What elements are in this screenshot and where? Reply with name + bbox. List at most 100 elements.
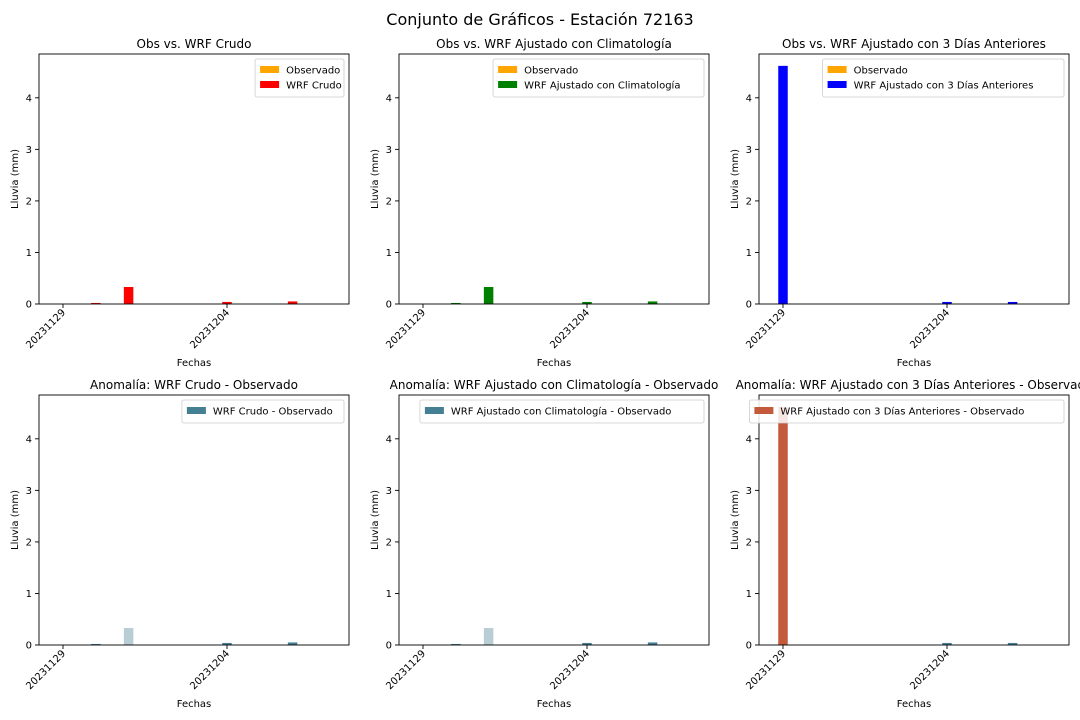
subplot-2: 0 1 2 3 4 20231129 20231204 Obs vs. WRF Ajustad… xyxy=(370,37,710,369)
subplot-title: Anomalía: WRF Ajustado con 3 Días Anteri… xyxy=(736,378,1080,392)
y-tick-label: 2 xyxy=(386,537,392,548)
bar-s1-20231206 xyxy=(287,642,298,645)
legend-label-2: WRF Ajustado con 3 Días Anteriores xyxy=(854,80,1034,92)
legend-swatch-1 xyxy=(754,407,774,414)
bar-s1-20231129 xyxy=(778,406,788,645)
bar-s1-20231204 xyxy=(942,642,952,645)
y-tick-label: 2 xyxy=(386,196,392,207)
x-tick-label: 20231204 xyxy=(548,307,592,351)
y-axis-label: Lluvia (mm) xyxy=(370,149,381,209)
axes-frame xyxy=(758,394,1070,646)
legend-box xyxy=(749,399,1065,424)
bar-s1-20231206 xyxy=(647,642,658,645)
legend-swatch-1 xyxy=(186,407,206,414)
bar-s2-20231201 xyxy=(123,286,134,304)
axes-frame xyxy=(758,53,1070,305)
bar-s2-20231204 xyxy=(942,301,952,304)
legend-label-2: WRF Crudo xyxy=(286,81,342,92)
y-tick-label: 1 xyxy=(26,589,32,600)
legend: Observado WRF Crudo xyxy=(254,58,345,98)
x-axis-label: Fechas xyxy=(177,358,212,369)
bar-s2-20231129 xyxy=(778,65,788,304)
bar-s2-20231206 xyxy=(1007,301,1018,304)
legend-label-1: WRF Ajustado con Climatología - Observad… xyxy=(451,406,672,418)
subplot-5: 0 1 2 3 4 20231129 20231204 Anomalía: WRF Ajust… xyxy=(370,378,718,710)
subplot-title: Obs vs. WRF Ajustado con Climatología xyxy=(436,37,672,51)
y-tick-label: 3 xyxy=(746,486,752,497)
bar-s2-20231206 xyxy=(287,301,298,304)
legend-swatch-2 xyxy=(260,81,280,88)
bar-s2-20231204 xyxy=(582,301,592,304)
legend-box xyxy=(419,399,705,424)
y-tick-label: 1 xyxy=(386,248,392,259)
x-axis-label: Fechas xyxy=(537,699,572,710)
y-tick-label: 2 xyxy=(26,537,32,548)
y-tick-label: 4 xyxy=(386,434,392,445)
y-tick-label: 1 xyxy=(746,248,752,259)
bar-s1-20231130 xyxy=(91,643,101,645)
y-tick-label: 2 xyxy=(746,196,752,207)
x-tick-label: 20231204 xyxy=(908,648,952,692)
subplot-title: Obs vs. WRF Ajustado con 3 Días Anterior… xyxy=(782,37,1046,51)
bar-s1-20231201 xyxy=(483,627,494,645)
subplot-6: 0 1 2 3 4 20231129 20231204 Anomalía: WRF Ajust… xyxy=(730,378,1080,710)
y-axis-label: Lluvia (mm) xyxy=(730,149,741,209)
legend: Observado WRF Ajustado con Climatología xyxy=(492,58,705,98)
y-tick-label: 2 xyxy=(26,196,32,207)
legend-label-1: WRF Crudo - Observado xyxy=(213,407,333,418)
bar-s1-20231201 xyxy=(123,627,134,645)
axes-frame xyxy=(38,53,350,305)
legend-box xyxy=(181,399,345,424)
x-tick-label: 20231204 xyxy=(548,648,592,692)
y-tick-label: 3 xyxy=(26,486,32,497)
legend: WRF Ajustado con 3 Días Anteriores - Obs… xyxy=(749,399,1065,424)
figure-title: Conjunto de Gráficos - Estación 72163 xyxy=(386,10,694,29)
legend-box xyxy=(822,58,1065,98)
legend-swatch-1 xyxy=(827,66,847,73)
y-tick-label: 4 xyxy=(746,434,752,445)
x-tick-label: 20231129 xyxy=(384,307,428,351)
axes-frame xyxy=(38,394,350,646)
x-axis-label: Fechas xyxy=(897,358,932,369)
legend-label-1: Observado xyxy=(286,66,340,77)
x-tick-label: 20231204 xyxy=(908,307,952,351)
y-tick-label: 4 xyxy=(26,93,32,104)
y-tick-label: 3 xyxy=(386,486,392,497)
subplot-title: Anomalía: WRF Ajustado con Climatología … xyxy=(390,378,719,392)
bar-s1-20231204 xyxy=(582,642,592,645)
y-tick-label: 0 xyxy=(746,300,752,311)
bar-s2-20231206 xyxy=(647,301,658,304)
subplot-4: 0 1 2 3 4 20231129 20231204 Anomalía: WRF Crudo… xyxy=(10,378,350,710)
y-axis-label: Lluvia (mm) xyxy=(370,490,381,550)
subplot-1: 0 1 2 3 4 20231129 20231204 Obs vs. WRF Crudo Fe… xyxy=(10,37,350,369)
legend-label-1: Observado xyxy=(524,66,578,77)
x-tick-label: 20231204 xyxy=(188,648,232,692)
y-tick-label: 4 xyxy=(386,93,392,104)
y-tick-label: 3 xyxy=(386,145,392,156)
bar-s2-20231130 xyxy=(91,302,101,304)
axes-frame xyxy=(398,53,710,305)
y-tick-label: 4 xyxy=(746,93,752,104)
x-axis-label: Fechas xyxy=(177,699,212,710)
legend-box xyxy=(492,58,705,98)
x-axis-label: Fechas xyxy=(537,358,572,369)
y-tick-label: 1 xyxy=(386,589,392,600)
x-tick-label: 20231129 xyxy=(744,307,788,351)
bar-s1-20231206 xyxy=(1007,642,1018,645)
legend-label-1: Observado xyxy=(854,66,908,77)
bar-s2-20231201 xyxy=(483,286,494,304)
bar-s1-20231204 xyxy=(222,642,232,645)
y-tick-label: 0 xyxy=(386,300,392,311)
y-tick-label: 3 xyxy=(26,145,32,156)
legend-swatch-2 xyxy=(827,81,847,88)
x-tick-label: 20231204 xyxy=(188,307,232,351)
x-tick-label: 20231129 xyxy=(384,648,428,692)
x-tick-label: 20231129 xyxy=(24,307,68,351)
y-axis-label: Lluvia (mm) xyxy=(10,149,21,209)
legend-label-2: WRF Ajustado con Climatología xyxy=(524,80,680,92)
legend: Observado WRF Ajustado con 3 Días Anterio… xyxy=(822,58,1065,98)
bar-s2-20231130 xyxy=(451,302,461,304)
y-tick-label: 0 xyxy=(746,641,752,652)
legend-swatch-2 xyxy=(498,81,518,88)
y-tick-label: 3 xyxy=(746,145,752,156)
